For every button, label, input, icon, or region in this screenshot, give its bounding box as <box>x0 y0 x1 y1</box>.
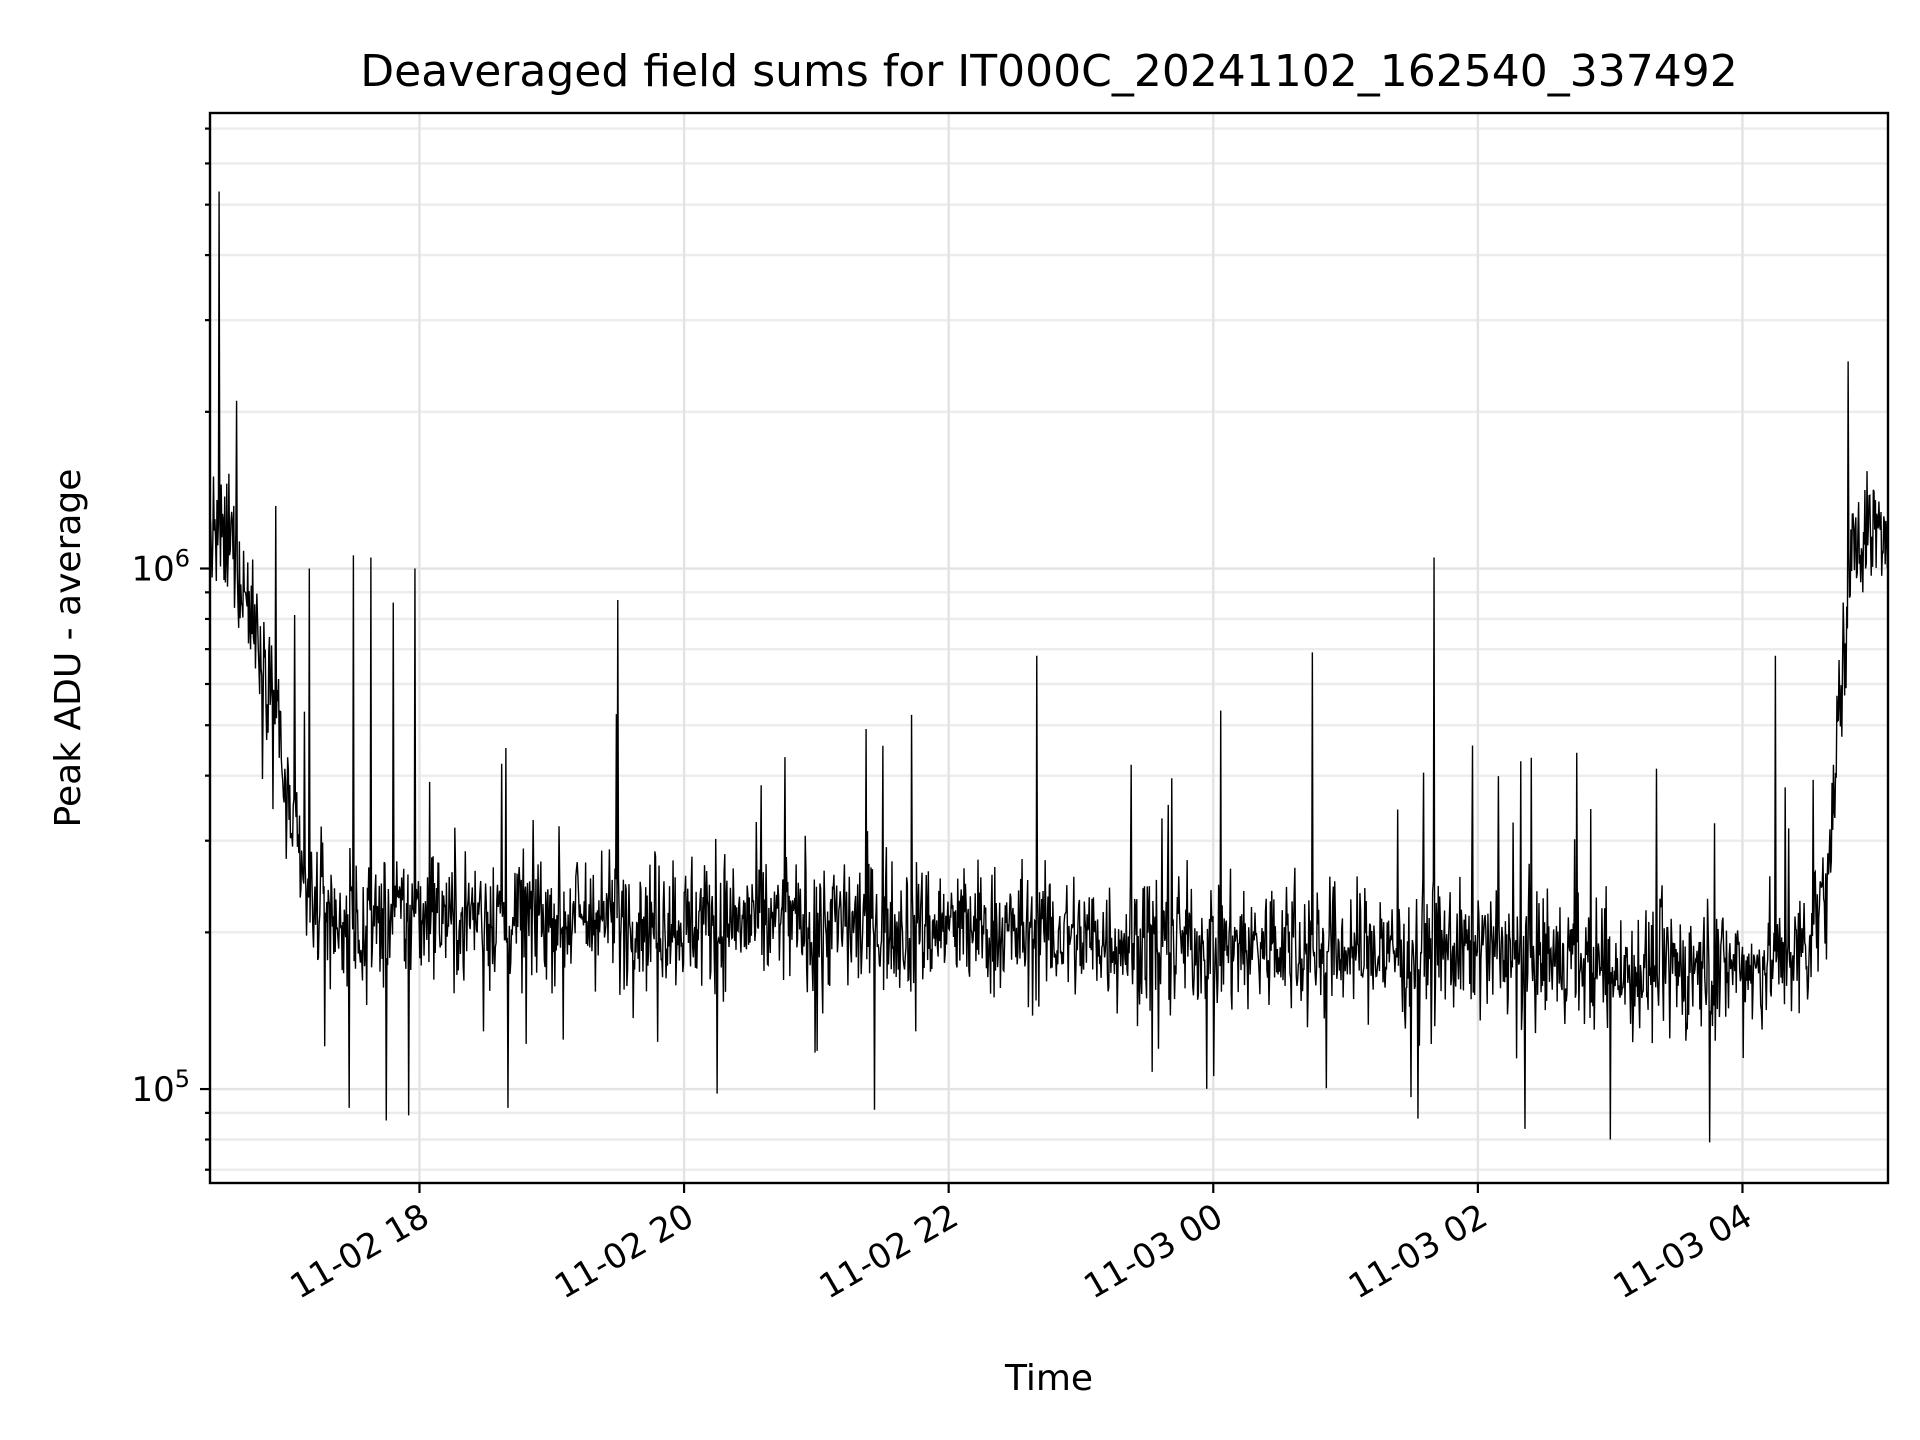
x-tick-label: 11-02 22 <box>813 1196 965 1307</box>
y-axis-label: Peak ADU - average <box>48 469 89 828</box>
y-tick-label: 105 <box>131 1065 190 1110</box>
series-line <box>209 191 1889 1143</box>
x-axis-label: Time <box>1004 1358 1093 1399</box>
axis-ticks: 105 106 11-02 18 11-02 20 11-02 22 11-03 00 11… <box>131 127 1759 1307</box>
y-tick-label: 106 <box>131 545 190 590</box>
grid <box>210 113 1888 1183</box>
plot-area <box>209 191 1889 1143</box>
x-tick-label: 11-03 00 <box>1077 1196 1229 1307</box>
x-tick-label: 11-02 20 <box>548 1196 700 1307</box>
chart-title: Deaveraged field sums for IT000C_2024110… <box>360 46 1737 97</box>
x-tick-label: 11-03 04 <box>1607 1196 1759 1307</box>
plot-frame <box>208 111 1890 1185</box>
x-tick-label: 11-02 18 <box>284 1196 436 1307</box>
x-tick-label: 11-03 02 <box>1342 1196 1494 1307</box>
